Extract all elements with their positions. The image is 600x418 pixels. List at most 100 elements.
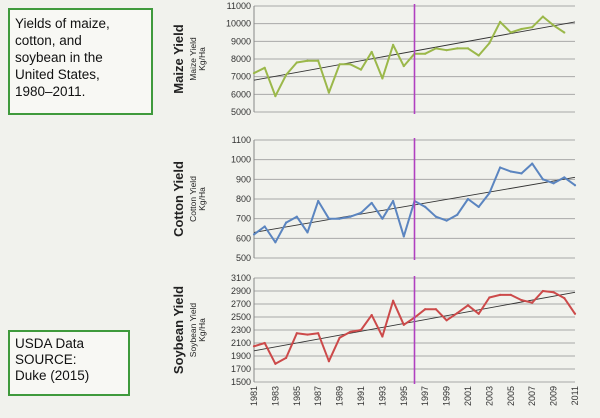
maize-data-point xyxy=(488,42,491,45)
cotton-y-tick-label: 1000 xyxy=(231,155,251,165)
soybean-data-point xyxy=(488,296,491,299)
x-tick-label: 2005 xyxy=(506,386,516,406)
maize-data-point xyxy=(306,59,309,62)
cotton-data-point xyxy=(499,166,502,169)
maize-data-point xyxy=(252,72,256,75)
maize-data-point xyxy=(402,64,405,68)
soybean-data-point xyxy=(317,332,320,335)
maize-axis-title: Maize Yield xyxy=(171,24,186,93)
cotton-axis-title: Cotton Yield xyxy=(171,161,186,237)
soybean-data-point xyxy=(295,332,298,335)
maize-data-point xyxy=(434,47,437,50)
soybean-data-point xyxy=(434,308,437,311)
maize-data-point xyxy=(563,31,566,34)
cotton-data-point xyxy=(424,205,427,208)
cotton-data-point xyxy=(402,235,405,238)
soybean-axis-subtitle-line: Soybean Yield xyxy=(188,303,198,358)
soybean-data-point xyxy=(477,312,480,315)
soybean-data-point xyxy=(263,341,266,345)
maize-axis-subtitle-line: Maize Yield xyxy=(188,37,198,81)
cotton-y-tick-label: 900 xyxy=(236,174,251,184)
x-tick-label: 2003 xyxy=(484,386,494,406)
soybean-data-point xyxy=(349,330,352,334)
cotton-data-point xyxy=(359,211,363,214)
x-tick-label: 2009 xyxy=(549,386,559,406)
maize-y-tick-label: 5000 xyxy=(231,107,251,117)
maize-data-point xyxy=(370,50,373,54)
soybean-y-tick-label: 2900 xyxy=(231,286,251,296)
cotton-data-point xyxy=(509,170,512,173)
maize-data-point xyxy=(392,43,395,46)
soybean-data-point xyxy=(285,356,288,360)
soybean-data-point xyxy=(509,293,512,296)
cotton-data-point xyxy=(520,172,523,175)
soybean-data-point xyxy=(402,323,405,326)
source-box: USDA Data SOURCE: Duke (2015) xyxy=(8,330,130,396)
maize-data-point xyxy=(531,26,534,29)
soybean-y-tick-label: 1700 xyxy=(231,364,251,374)
x-tick-label: 1997 xyxy=(420,386,430,406)
soybean-data-point xyxy=(359,328,363,332)
soybean-data-point xyxy=(445,319,448,322)
maize-data-point xyxy=(338,63,341,66)
cotton-data-point xyxy=(327,217,330,220)
title-box: Yields of maize, cotton, and soybean in … xyxy=(8,8,153,115)
x-tick-label: 1991 xyxy=(356,386,366,406)
cotton-data-point xyxy=(338,217,341,220)
soybean-data-point xyxy=(392,299,395,302)
soybean-data-point xyxy=(338,336,341,339)
cotton-data-point xyxy=(252,233,256,236)
cotton-data-point xyxy=(488,192,491,195)
maize-data-point xyxy=(445,49,448,52)
cotton-data-point xyxy=(274,241,277,244)
cotton-data-point xyxy=(285,221,288,224)
maize-data-point xyxy=(456,47,459,50)
maize-y-tick-label: 6000 xyxy=(231,89,251,99)
maize-y-tick-label: 10000 xyxy=(226,19,251,29)
soybean-axis-title: Soybean Yield xyxy=(171,286,186,374)
soybean-y-tick-label: 2300 xyxy=(231,325,251,335)
soybean-data-point xyxy=(531,301,534,304)
cotton-data-point xyxy=(456,213,459,216)
maize-y-tick-label: 9000 xyxy=(231,36,251,46)
source-text: USDA Data SOURCE: Duke (2015) xyxy=(15,336,90,383)
soybean-axis-subtitle: Soybean YieldKg/Ha xyxy=(188,303,207,358)
x-tick-label: 1995 xyxy=(399,386,409,406)
maize-data-point xyxy=(295,61,298,64)
soybean-y-tick-label: 2500 xyxy=(231,312,251,322)
maize-data-point xyxy=(285,73,288,76)
soybean-data-point xyxy=(466,304,470,307)
maize-data-point xyxy=(541,15,545,18)
cotton-data-point xyxy=(306,231,309,234)
cotton-data-point xyxy=(541,178,545,181)
cotton-data-point xyxy=(295,215,298,218)
title-text: Yields of maize, cotton, and soybean in … xyxy=(15,16,110,99)
maize-y-tick-label: 8000 xyxy=(231,54,251,64)
maize-data-point xyxy=(509,31,512,34)
maize-y-tick-label: 11000 xyxy=(227,1,251,11)
cotton-data-point xyxy=(434,215,437,218)
soybean-data-point xyxy=(520,299,523,302)
maize-data-point xyxy=(424,52,427,55)
cotton-axis-subtitle: Cotton YieldKg/Ha xyxy=(188,176,207,222)
maize-data-point xyxy=(466,47,470,50)
soybean-data-point xyxy=(327,360,330,363)
soybean-data-point xyxy=(552,291,555,294)
maize-axis-subtitle-line: Kg/Ha xyxy=(197,47,207,71)
x-tick-label: 2007 xyxy=(527,386,537,406)
x-tick-label: 1981 xyxy=(249,386,259,406)
x-tick-label: 1985 xyxy=(292,386,302,406)
maize-data-point xyxy=(327,91,330,94)
maize-series-line xyxy=(253,15,565,98)
soybean-y-tick-label: 1500 xyxy=(231,377,251,387)
soybean-data-point xyxy=(424,308,427,311)
cotton-y-tick-label: 1100 xyxy=(232,135,251,145)
cotton-y-tick-label: 600 xyxy=(236,233,251,243)
x-tick-label: 1993 xyxy=(377,386,387,406)
cotton-data-point xyxy=(552,182,555,185)
soybean-axis-subtitle-line: Kg/Ha xyxy=(197,318,207,342)
soybean-y-tick-label: 2100 xyxy=(231,338,251,348)
cotton-data-point xyxy=(531,162,534,165)
cotton-axis-subtitle-line: Cotton Yield xyxy=(188,176,198,222)
maize-y-tick-label: 7000 xyxy=(231,72,251,82)
